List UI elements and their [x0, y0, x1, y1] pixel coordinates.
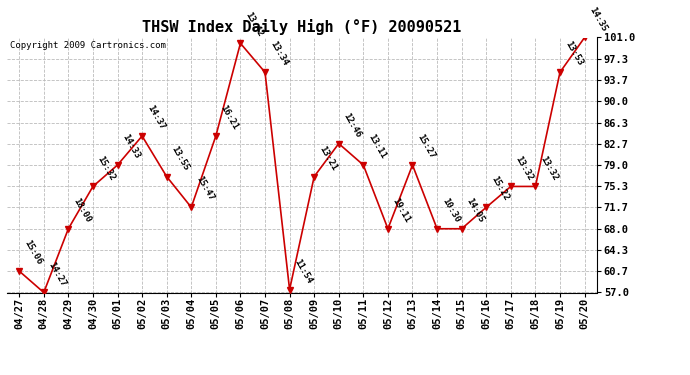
Text: 15:32: 15:32	[96, 154, 117, 182]
Text: 13:32: 13:32	[514, 154, 535, 182]
Text: 14:35: 14:35	[587, 5, 609, 33]
Text: 13:55: 13:55	[170, 144, 191, 172]
Text: 18:00: 18:00	[71, 196, 92, 224]
Title: THSW Index Daily High (°F) 20090521: THSW Index Daily High (°F) 20090521	[142, 19, 462, 35]
Text: 13:11: 13:11	[366, 133, 388, 160]
Text: 13:21: 13:21	[317, 144, 338, 172]
Text: 12:46: 12:46	[342, 111, 363, 139]
Text: 13:32: 13:32	[538, 154, 560, 182]
Text: 13:42: 13:42	[244, 11, 264, 39]
Text: 14:33: 14:33	[121, 133, 141, 160]
Text: 14:27: 14:27	[47, 260, 68, 288]
Text: Copyright 2009 Cartronics.com: Copyright 2009 Cartronics.com	[10, 41, 166, 50]
Text: 15:06: 15:06	[22, 238, 43, 266]
Text: 14:37: 14:37	[145, 104, 166, 131]
Text: 11:54: 11:54	[293, 257, 314, 285]
Text: 14:05: 14:05	[464, 196, 486, 224]
Text: 15:27: 15:27	[415, 133, 437, 160]
Text: 13:53: 13:53	[563, 40, 584, 68]
Text: 13:34: 13:34	[268, 40, 289, 68]
Text: 15:47: 15:47	[194, 175, 215, 202]
Text: 10:30: 10:30	[440, 196, 461, 224]
Text: 19:11: 19:11	[391, 196, 412, 224]
Text: 15:22: 15:22	[489, 175, 511, 202]
Text: 16:21: 16:21	[219, 104, 240, 131]
